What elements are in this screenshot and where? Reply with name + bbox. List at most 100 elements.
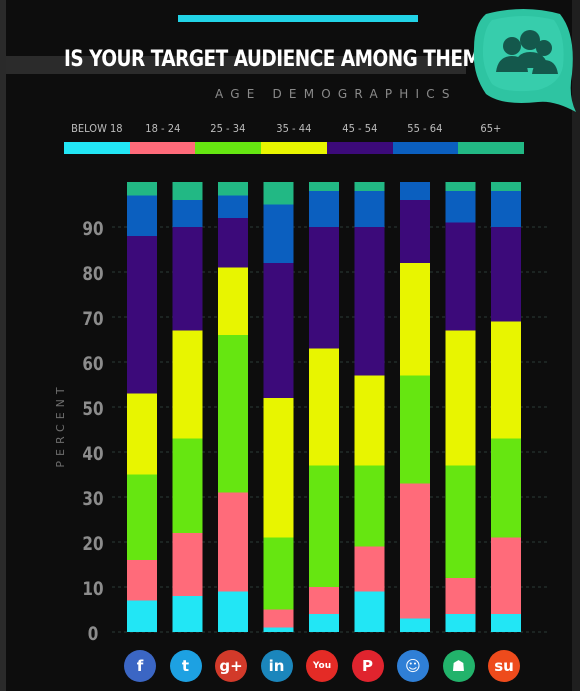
bar-segment bbox=[218, 591, 248, 632]
stumbleupon-icon[interactable]: su bbox=[488, 650, 520, 682]
bar-segment bbox=[263, 627, 294, 632]
facebook-icon[interactable]: f bbox=[124, 650, 156, 682]
bar-segment bbox=[127, 560, 157, 601]
bar-segment bbox=[354, 191, 385, 227]
users-group-icon bbox=[473, 9, 576, 112]
bar-segment bbox=[354, 375, 385, 466]
bar-segment bbox=[354, 182, 385, 191]
bar-segment bbox=[309, 182, 339, 191]
bar-segment bbox=[400, 263, 430, 376]
twitter-icon[interactable]: t bbox=[169, 650, 202, 682]
legend-swatch bbox=[392, 142, 459, 154]
y-tick-label: 40 bbox=[82, 443, 103, 465]
y-tick-label: 10 bbox=[82, 578, 103, 600]
left-frame-edge bbox=[0, 0, 6, 691]
bar-segment bbox=[127, 393, 157, 475]
bar-segment bbox=[263, 263, 294, 398]
bar-segment bbox=[491, 321, 521, 439]
bar-segment bbox=[491, 191, 521, 227]
legend-swatch bbox=[326, 142, 393, 154]
google-plus-icon[interactable]: g+ bbox=[215, 650, 247, 682]
y-axis-label: PERCENT bbox=[54, 382, 67, 467]
y-tick-label: 30 bbox=[82, 488, 103, 510]
bar-segment bbox=[218, 335, 248, 493]
page-title: IS YOUR TARGET AUDIENCE AMONG THEM? bbox=[64, 47, 491, 72]
bar-segment bbox=[309, 227, 339, 349]
bar-segment bbox=[218, 492, 248, 592]
right-frame-edge bbox=[572, 0, 580, 691]
bar-segment bbox=[354, 227, 385, 376]
bar-segment bbox=[263, 398, 294, 538]
bar-segment bbox=[127, 600, 157, 632]
top-accent-bar bbox=[178, 15, 418, 22]
bar-segment bbox=[400, 483, 430, 619]
bar-segment bbox=[172, 533, 203, 596]
legend-label: 45 - 54 bbox=[342, 122, 378, 135]
legend-swatch bbox=[195, 142, 262, 154]
legend-label: BELOW 18 bbox=[71, 122, 123, 135]
bar-segment bbox=[491, 182, 521, 191]
slideshare-icon[interactable]: ☗ bbox=[442, 650, 475, 682]
bar-segment bbox=[445, 614, 476, 632]
y-tick-label: 80 bbox=[82, 263, 103, 285]
reddit-icon[interactable]: ☺ bbox=[397, 650, 429, 682]
bar-segment bbox=[263, 537, 294, 610]
y-tick-label: 60 bbox=[82, 353, 103, 375]
bar-segment bbox=[445, 465, 476, 578]
linkedin-icon[interactable]: in bbox=[260, 650, 293, 682]
bar-segment bbox=[172, 227, 203, 331]
legend-swatch bbox=[64, 142, 130, 154]
bar-segment bbox=[445, 182, 476, 191]
bar-segment bbox=[309, 614, 339, 632]
bar-segment bbox=[263, 204, 294, 263]
bar-segment bbox=[172, 438, 203, 533]
bar-segment bbox=[354, 465, 385, 547]
bar-segment bbox=[127, 474, 157, 560]
bar-segment bbox=[309, 191, 339, 227]
legend-label: 18 - 24 bbox=[144, 122, 181, 135]
bar-segment bbox=[400, 200, 430, 263]
bar-segment bbox=[400, 182, 430, 200]
bar-segment bbox=[218, 267, 248, 335]
bar-segment bbox=[491, 614, 521, 632]
youtube-icon[interactable]: You bbox=[306, 650, 338, 682]
legend-labels: BELOW 18 18 - 24 25 - 34 35 - 44 45 - 54… bbox=[64, 122, 524, 135]
bar-segment bbox=[127, 182, 157, 196]
bar-segment bbox=[218, 182, 248, 196]
bar-segment bbox=[263, 182, 294, 205]
bar-segment bbox=[218, 218, 248, 268]
bar-segment bbox=[309, 348, 339, 466]
legend-color-bar bbox=[64, 142, 525, 154]
y-tick-label: 70 bbox=[82, 308, 103, 330]
legend-swatch bbox=[458, 142, 525, 154]
bar-segment bbox=[172, 596, 203, 632]
bar-segment bbox=[354, 591, 385, 632]
bar-segment bbox=[263, 609, 294, 628]
pinterest-icon[interactable]: P bbox=[351, 650, 384, 682]
page-subtitle: AGE DEMOGRAPHICS bbox=[215, 87, 457, 101]
bar-segment bbox=[354, 546, 385, 592]
stacked-bar-chart: 0 10 20 30 40 50 60 70 80 90 PERCENT bbox=[54, 182, 548, 645]
y-tick-label: 90 bbox=[82, 218, 103, 240]
bar-segment bbox=[172, 200, 203, 227]
legend-swatch bbox=[129, 142, 196, 154]
legend-label: 25 - 34 bbox=[210, 122, 246, 135]
social-icons-row: f t g+ in You P ☺ ☗ su bbox=[122, 650, 522, 684]
legend-label: 55 - 64 bbox=[407, 122, 443, 135]
bar-segment bbox=[309, 587, 339, 614]
legend-swatch bbox=[261, 142, 327, 154]
bar-segment bbox=[172, 330, 203, 439]
bar-segment bbox=[218, 195, 248, 218]
bar-segment bbox=[400, 375, 430, 484]
bar-segment bbox=[491, 537, 521, 614]
y-tick-label: 20 bbox=[82, 533, 103, 555]
bar-segment bbox=[445, 330, 476, 466]
bar-segment bbox=[491, 438, 521, 538]
bar-segment bbox=[127, 195, 157, 236]
bar-segment bbox=[309, 465, 339, 587]
title-band bbox=[6, 56, 466, 74]
bar-segment bbox=[491, 227, 521, 322]
bar-segment bbox=[445, 578, 476, 614]
legend-label: 35 - 44 bbox=[276, 122, 312, 135]
bar-segment bbox=[445, 222, 476, 331]
